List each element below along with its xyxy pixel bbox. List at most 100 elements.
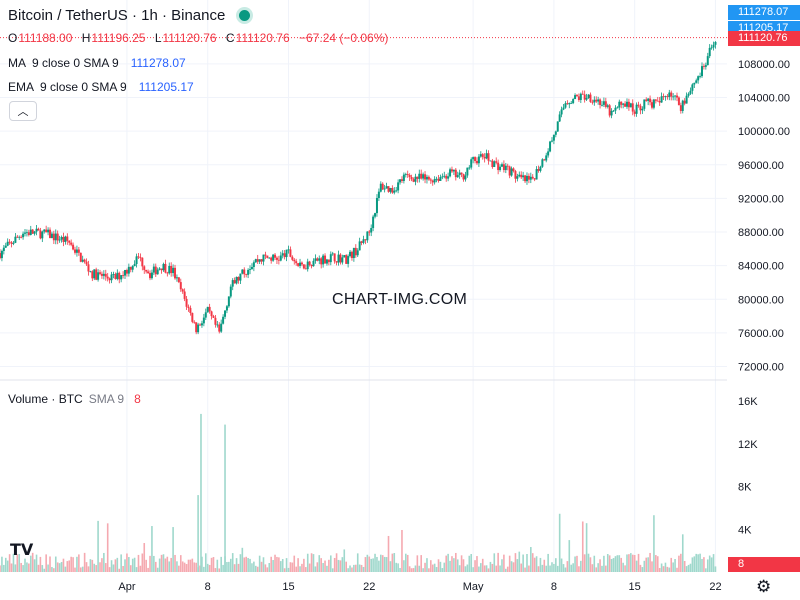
candle-body (24, 232, 27, 234)
volume-axis[interactable]: 4K 8K 12K 16K (738, 396, 758, 536)
volume-bar (531, 553, 534, 572)
candle-body (156, 269, 159, 275)
candle-body (250, 266, 253, 270)
candle-body (152, 266, 155, 273)
candle-body (652, 99, 655, 108)
candle-body (216, 324, 219, 326)
volume-bar (112, 564, 115, 572)
candle-body (656, 100, 659, 102)
ma-legend[interactable]: MA 9 close 0 SMA 9 111278.07 (8, 56, 186, 70)
volume-bar (174, 554, 176, 572)
candle-body (674, 95, 677, 97)
candle-body (666, 96, 669, 98)
volume-bar (24, 558, 26, 572)
candle-body (370, 228, 373, 233)
volume-bar (72, 557, 74, 572)
candle-body (100, 273, 103, 276)
candle-body (374, 213, 377, 217)
candle-body (649, 98, 652, 103)
candle-body (41, 231, 44, 239)
symbol-title[interactable]: Bitcoin / TetherUS · 1h · Binance (8, 7, 251, 24)
volume-bar (218, 568, 221, 572)
volume-bar (447, 553, 449, 572)
volume-bar (470, 554, 473, 572)
candle-body (404, 174, 407, 175)
candle-body (72, 244, 75, 250)
volume-bar (351, 567, 353, 572)
ema-legend[interactable]: EMA 9 close 0 SMA 9 111205.17 (8, 80, 194, 94)
volume-bar (201, 556, 203, 572)
volume-bar (20, 562, 22, 572)
candle-body (525, 175, 528, 182)
volume-bar (129, 565, 132, 572)
candle-body (62, 236, 65, 242)
candle-body (679, 105, 682, 111)
candle-body (129, 266, 132, 270)
candle-body (193, 321, 196, 323)
volume-bar (701, 558, 703, 572)
candle-body (399, 179, 402, 183)
gear-icon[interactable]: ⚙ (756, 577, 772, 596)
volume-bar (649, 552, 651, 572)
collapse-legend-button[interactable]: ︿ (9, 101, 37, 121)
volume-bar (176, 561, 178, 572)
candle-body (56, 233, 59, 241)
volume-bar (289, 562, 292, 572)
candle-body (206, 306, 209, 313)
candle-body (358, 241, 361, 251)
volume-bar (299, 566, 301, 572)
volume-bar (462, 559, 465, 572)
candle-body (675, 95, 678, 98)
volume-bar (181, 561, 184, 572)
volume-bar (391, 553, 394, 572)
volume-bar (101, 558, 103, 572)
time-axis[interactable]: Apr 8 15 22 May 8 15 22 (118, 581, 721, 593)
ma-value: 111278.07 (130, 56, 186, 70)
volume-bar (439, 561, 442, 572)
price-axis[interactable]: 72000.00 76000.00 80000.00 84000.00 88000.00… (738, 59, 790, 374)
candle-body (10, 242, 13, 244)
candle-body (695, 80, 698, 83)
volume-legend[interactable]: Volume · BTC SMA 9 8 (8, 392, 141, 406)
candle-body (422, 174, 425, 179)
volume-tick-label: 12K (738, 439, 758, 451)
candle-body (556, 121, 559, 132)
candle-body (114, 274, 117, 279)
candle-body (350, 251, 353, 259)
low-value: 111120.76 (162, 31, 217, 45)
volume-bar (178, 565, 180, 572)
volume-bar (330, 555, 332, 572)
price-tick-label: 100000.00 (738, 126, 790, 138)
volume-bar (204, 553, 207, 572)
volume-bar (553, 563, 555, 572)
candle-body (45, 229, 48, 233)
candle-body (285, 249, 288, 258)
candle-body (264, 254, 267, 256)
volume-bar (187, 559, 190, 572)
candle-body (450, 169, 453, 172)
volume-bar (53, 568, 55, 572)
volume-bar (231, 553, 234, 572)
candle-body (699, 76, 702, 77)
candle-body (279, 255, 282, 261)
volume-bar (533, 557, 536, 572)
volume-bar (353, 564, 355, 572)
time-tick-label: May (463, 581, 484, 593)
candle-body (635, 104, 638, 114)
tradingview-logo-icon[interactable]: TV (10, 540, 34, 559)
volume-bar (372, 558, 374, 572)
volume-bar (197, 495, 199, 572)
candle-body (606, 105, 609, 107)
volume-bar (153, 555, 155, 572)
candle-body (397, 182, 400, 191)
volume-bar (381, 555, 384, 572)
candle-body (612, 110, 615, 112)
candle-body (241, 269, 244, 274)
candle-body (510, 168, 513, 176)
candle-body (650, 102, 653, 108)
candle-body (622, 103, 625, 105)
candle-body (258, 259, 261, 262)
volume-bar (183, 562, 186, 572)
time-tick-label: 22 (709, 581, 721, 593)
